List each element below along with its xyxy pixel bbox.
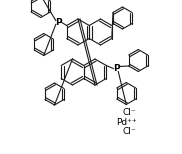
Text: Cl⁻: Cl⁻ [122,128,136,136]
Text: Cl⁻: Cl⁻ [122,107,136,116]
Text: P: P [56,18,62,27]
Text: Pd⁺⁺: Pd⁺⁺ [116,118,137,126]
Text: P: P [113,64,120,73]
